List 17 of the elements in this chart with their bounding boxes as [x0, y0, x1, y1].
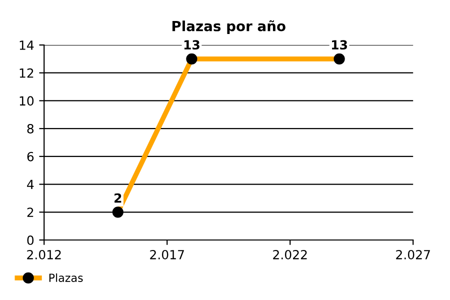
y-tick-label: 6 [27, 152, 34, 162]
x-tick-label: 2.017 [150, 250, 184, 260]
y-tick-label: 8 [27, 124, 34, 134]
legend-label: Plazas [49, 273, 83, 282]
y-tick-label: 12 [20, 68, 34, 78]
data-label: 13 [184, 40, 200, 50]
chart-title: Plazas por año [172, 20, 286, 34]
data-label: 13 [332, 40, 348, 50]
x-tick-label: 2.022 [273, 250, 307, 260]
y-tick-label: 4 [27, 180, 34, 190]
data-label: 2 [114, 193, 122, 203]
y-tick-label: 14 [20, 40, 34, 50]
y-tick-label: 0 [27, 235, 34, 245]
x-tick-label: 2.012 [27, 250, 61, 260]
y-tick-label: 10 [20, 96, 34, 106]
y-tick-label: 2 [27, 208, 34, 217]
x-tick-label: 2.027 [396, 250, 430, 260]
